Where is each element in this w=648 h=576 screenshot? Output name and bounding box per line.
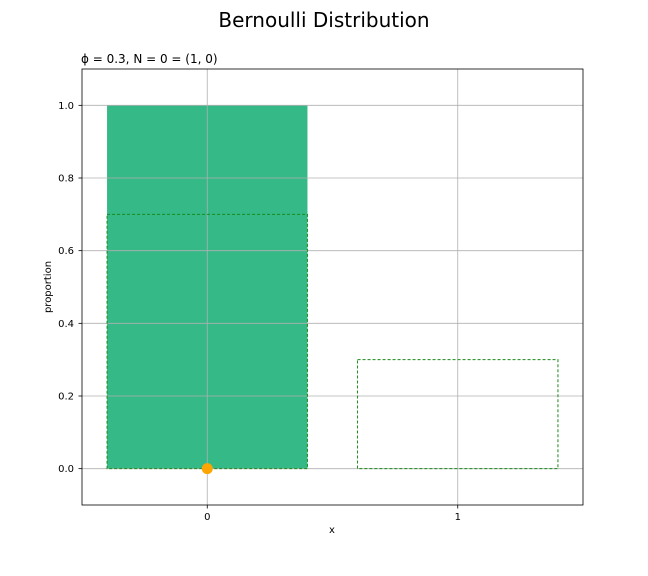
axes-frame [81,68,584,506]
plot-area: 0.0 0.2 0.4 0.6 0.8 1.0 0 1 [58,68,584,523]
y-tick-label: 0.6 [58,246,74,257]
y-tick-label: 0.4 [58,319,74,330]
x-tick-label: 1 [455,512,461,523]
bar-expected-1 [357,359,559,470]
figure-title: Bernoulli Distribution [218,8,429,32]
y-tick-label: 0.2 [58,392,74,403]
data-point-0 [201,463,213,475]
y-tick-label: 0.0 [58,464,74,475]
y-axis-label: proportion [43,261,54,313]
y-tick-label: 1.0 [58,101,74,112]
x-axis-label: x [329,525,335,536]
axes-title: ϕ = 0.3, N = 0 = (1, 0) [81,52,218,66]
y-tick-label: 0.8 [58,174,74,185]
bar-expected-0 [106,213,308,470]
x-tick-label: 0 [204,512,210,523]
